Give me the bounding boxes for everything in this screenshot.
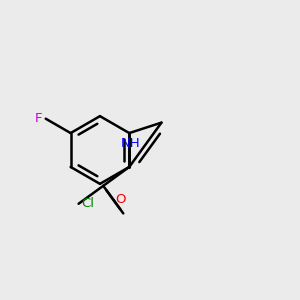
Text: O: O	[115, 193, 125, 206]
Text: NH: NH	[121, 137, 141, 151]
Text: F: F	[35, 112, 42, 125]
Text: Cl: Cl	[82, 197, 94, 210]
